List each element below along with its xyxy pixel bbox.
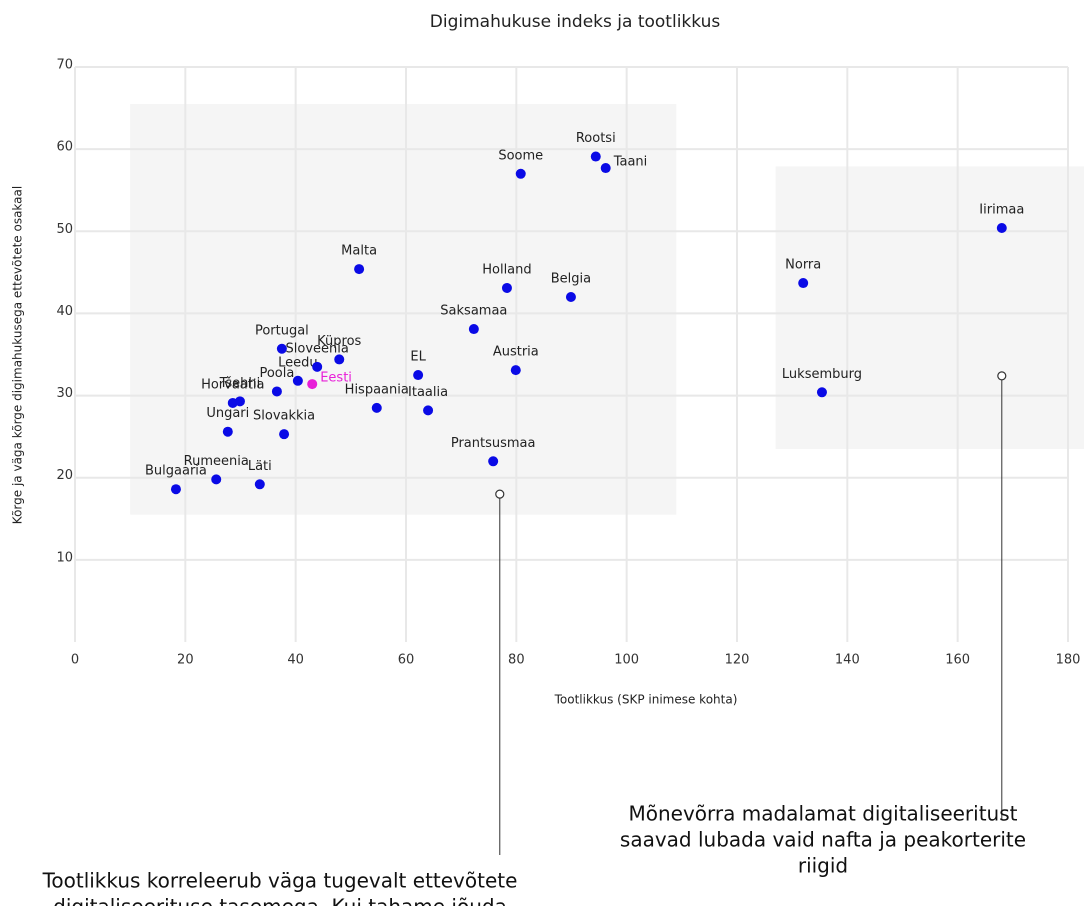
point-label: Taani [613,155,648,170]
chart-title: Digimahukuse indeks ja tootlikkus [430,12,721,32]
y-tick-label: 40 [56,304,73,319]
annotation-text: Mõnevõrra madalamat digitaliseeritust [629,802,1018,826]
point-label: Prantsusmaa [451,436,536,451]
point-label: Eesti [320,371,352,386]
point [468,324,479,335]
point [423,405,434,416]
point [371,402,382,413]
annotation-point [997,371,1007,381]
point [798,278,809,289]
point [515,168,526,179]
point-label: Hispaania [345,382,409,397]
point-label: Soome [498,148,543,163]
point-label: Poola [259,366,294,381]
point-label: Norra [785,258,821,273]
x-tick-label: 140 [835,653,860,668]
y-tick-label: 50 [56,222,73,237]
x-tick-label: 0 [71,653,79,668]
point-label: Malta [341,244,377,259]
point [271,386,282,397]
x-tick-label: 40 [287,653,304,668]
point-label: Leedu [278,355,318,370]
point [307,379,318,390]
x-tick-label: 60 [398,653,415,668]
region [775,166,1084,449]
point [276,343,287,354]
x-tick-label: 120 [725,653,750,668]
point-label: Holland [482,262,531,277]
point-label: Horvaatia [201,377,264,392]
point [234,396,245,407]
annotation-text: digitaliseerituse tasemega. Kui tahame j… [53,895,507,906]
y-axis-label: Kõrge ja väga kõrge digimahukusega ettev… [11,186,25,524]
point [565,292,576,302]
point [413,370,424,381]
x-tick-label: 160 [945,653,970,668]
point-label: Ungari [206,406,249,421]
point-label: Bulgaaria [145,464,207,479]
point [354,264,365,275]
point-label: Belgia [551,272,591,287]
point [312,361,323,372]
point [816,387,827,398]
point-label: Iirimaa [979,203,1024,218]
point-label: Itaalia [408,385,448,400]
point [292,375,303,386]
x-tick-label: 20 [177,653,194,668]
y-tick-label: 60 [56,140,73,155]
point [334,354,345,365]
x-axis-label: Tootlikkus (SKP inimese kohta) [554,693,738,707]
point [996,223,1007,233]
point-label: Austria [493,345,539,360]
point [211,474,222,485]
x-tick-label: 180 [1056,653,1081,668]
y-tick-label: 70 [56,58,73,73]
point-label: EL [410,350,426,365]
y-tick-label: 30 [56,386,73,401]
annotation-point [495,489,505,499]
point-label: Sloveenia [286,341,349,356]
point-label: Läti [248,459,272,474]
point [254,479,265,490]
point [600,163,611,174]
point [501,282,512,293]
x-tick-label: 80 [508,653,525,668]
point-label: Küpros [317,334,361,349]
point-label: Luksemburg [782,367,862,382]
point [279,429,290,440]
x-tick-label: 100 [614,653,639,668]
point-label: Rootsi [576,131,616,146]
point [488,456,499,467]
annotation-text: riigid [798,854,848,878]
annotation-text: saavad lubada vaid nafta ja peakorterite [620,828,1026,852]
point-label: Tšehhi [219,376,261,391]
point [510,365,521,376]
point-label: Saksamaa [440,304,507,319]
point-label: Slovakkia [253,409,315,424]
y-tick-label: 20 [56,468,73,483]
point-label: Portugal [255,323,309,338]
point [222,426,233,437]
region [130,103,677,515]
y-tick-label: 10 [56,550,73,565]
point [590,151,601,162]
point-label: Rumeenia [184,454,249,469]
point [170,484,181,495]
annotation-text: Tootlikkus korreleerub väga tugevalt ett… [42,869,518,893]
